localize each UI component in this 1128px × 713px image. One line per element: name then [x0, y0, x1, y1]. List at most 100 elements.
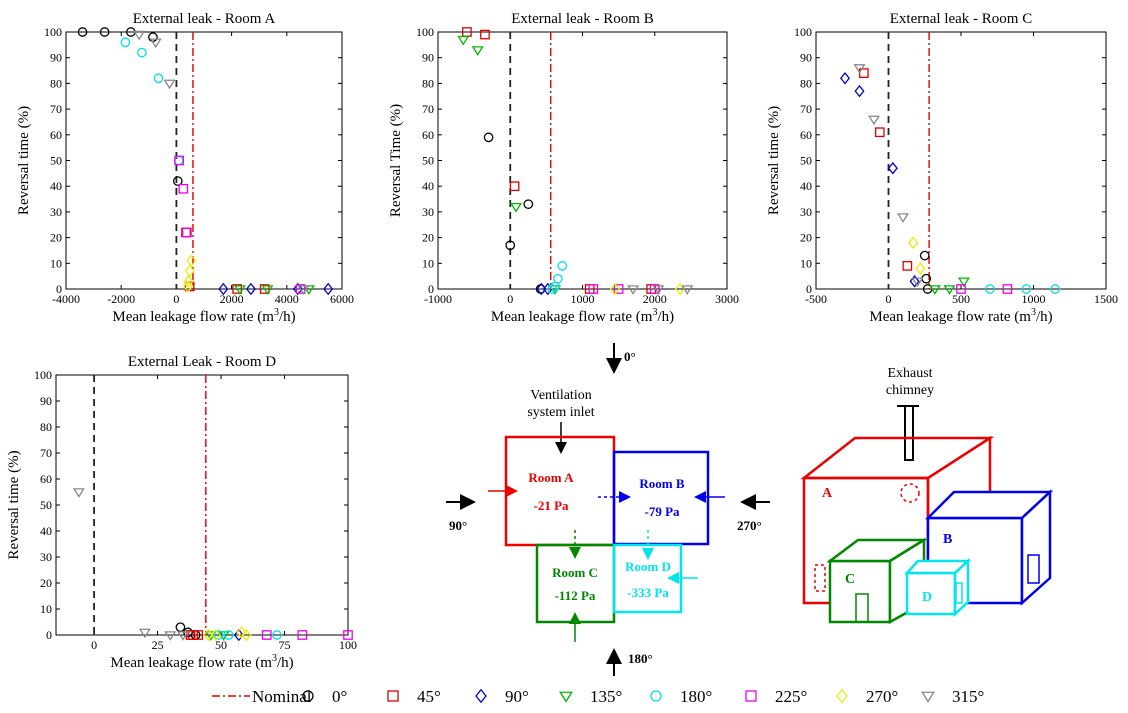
legend-marker	[302, 690, 314, 702]
room-a-name: Room A	[528, 470, 574, 485]
x-tick-label: 0	[91, 638, 97, 652]
y-tick-label: 30	[800, 205, 812, 219]
y-tick-label: 20	[422, 231, 434, 245]
data-point	[547, 284, 558, 294]
wind-label-top: 0°	[624, 349, 636, 364]
data-point	[902, 261, 913, 271]
chart-title: External leak - Room C	[890, 11, 1032, 27]
data-point	[457, 35, 470, 46]
room-b-name: Room B	[639, 476, 684, 491]
data-point	[233, 628, 244, 642]
y-tick-label: 70	[422, 102, 434, 116]
y-tick-label: 20	[40, 576, 52, 590]
data-point	[550, 281, 560, 292]
building-3d-sketch: Exhaust chimney A B	[800, 366, 1054, 625]
x-tick-label: 2000	[220, 292, 244, 306]
legend-marker	[559, 691, 573, 703]
data-point	[909, 274, 920, 288]
y-tick-label: 10	[40, 602, 52, 616]
data-point	[176, 631, 189, 641]
data-point	[77, 27, 88, 37]
data-point	[133, 30, 146, 41]
data-point	[887, 161, 898, 175]
chimney-label-line1: Exhaust	[887, 366, 932, 381]
y-tick-label: 50	[422, 154, 434, 168]
data-point	[874, 127, 885, 138]
y-axis-label: Reversal time (%)	[766, 106, 782, 215]
data-point	[232, 284, 242, 294]
y-tick-label: 100	[416, 25, 434, 39]
data-point	[153, 73, 164, 84]
data-point	[471, 46, 484, 56]
y-tick-label: 80	[800, 76, 812, 90]
y-tick-label: 20	[50, 231, 62, 245]
data-point	[213, 630, 224, 640]
data-point	[174, 155, 185, 166]
data-point	[259, 284, 270, 294]
x-tick-label: 100	[339, 638, 357, 652]
box-a-label: A	[822, 486, 833, 501]
data-point	[217, 631, 230, 641]
data-point	[261, 285, 274, 295]
data-point	[245, 282, 256, 296]
y-tick-label: 60	[422, 128, 434, 142]
data-point	[681, 285, 694, 295]
x-tick-label: 2000	[643, 292, 667, 306]
data-point	[839, 71, 851, 85]
plot-frame	[55, 374, 349, 636]
x-tick-label: 0	[173, 292, 179, 306]
x-tick-label: -4000	[52, 292, 80, 306]
room-b-pressure: -79 Pa	[644, 504, 680, 519]
y-tick-label: 60	[40, 472, 52, 486]
box-b-label: B	[943, 532, 952, 547]
legend-marker	[387, 690, 399, 702]
y-tick-label: 100	[794, 25, 812, 39]
data-point	[957, 277, 970, 288]
data-point	[186, 254, 197, 268]
data-point	[505, 240, 516, 251]
inlet-label-line1: Ventilation	[530, 388, 591, 403]
data-point	[182, 227, 192, 238]
x-tick-label: 0	[886, 292, 892, 306]
room-c-pressure: -112 Pa	[555, 588, 596, 603]
data-point	[509, 181, 520, 192]
room-d-name: Room D	[625, 559, 671, 574]
data-point	[137, 47, 147, 58]
y-tick-label: 40	[40, 524, 52, 538]
x-tick-label: 6000	[330, 292, 354, 306]
box-d	[904, 558, 972, 617]
data-point	[588, 284, 599, 294]
wind-label-right: 270°	[737, 518, 762, 533]
y-tick-label: 90	[422, 51, 434, 65]
legend: Nominal 0° 45° 90° 135° 180° 225° 270° 315°	[212, 687, 984, 706]
y-tick-label: 70	[40, 446, 52, 460]
y-tick-label: 20	[800, 231, 812, 245]
data-point	[233, 285, 246, 295]
y-tick-label: 0	[56, 282, 62, 296]
data-point	[343, 630, 353, 640]
legend-label: 45°	[417, 687, 441, 706]
data-point	[943, 285, 956, 295]
legend-label: 270°	[866, 687, 898, 706]
chart-room-a: 0 10 20 30 40 50 60 70 80 90 100 -4000 -2000 0 2000 400…	[16, 11, 354, 325]
data-point	[272, 630, 282, 640]
wind-label-bottom: 180°	[628, 651, 653, 666]
plot-frame	[65, 31, 343, 290]
room-b-box	[612, 450, 710, 546]
y-tick-label: 80	[422, 76, 434, 90]
wind-label-left: 90°	[449, 518, 467, 533]
data-point	[175, 622, 186, 633]
data-point	[204, 631, 217, 641]
x-axis-label: Mean leakage flow rate (m3/h)	[491, 307, 674, 325]
data-point	[210, 628, 221, 642]
y-tick-label: 30	[40, 550, 52, 564]
inlet-label-line2: system inlet	[527, 405, 594, 420]
data-point	[649, 284, 660, 294]
y-axis-label: Reversal time (%)	[6, 450, 22, 559]
data-point	[223, 630, 234, 640]
data-point	[149, 38, 162, 49]
y-tick-label: 70	[800, 102, 812, 116]
x-tick-label: 3000	[715, 292, 739, 306]
x-tick-label: -500	[805, 292, 827, 306]
